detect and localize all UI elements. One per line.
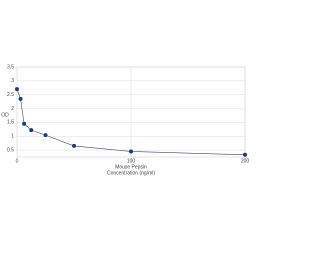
y-axis-label: OD — [1, 112, 9, 118]
y-tick-label: 0.5 — [7, 147, 14, 153]
data-point — [129, 149, 133, 154]
curve — [16, 89, 246, 156]
y-tick-label: 2.5 — [7, 92, 14, 98]
x-tick-label: 100 — [127, 158, 136, 164]
y-tick-label: 2 — [11, 106, 14, 112]
data-point — [43, 133, 48, 138]
data-point — [243, 152, 247, 157]
x-tick-label: 200 — [241, 158, 250, 164]
chart: OD Mouse Pepsin Concentration (ng/ml) 0.… — [1, 64, 250, 176]
y-tick-label: 3.5 — [7, 64, 14, 70]
data-point — [72, 143, 76, 148]
data-point — [15, 87, 19, 92]
x-axis-label: Concentration (ng/ml) — [107, 170, 155, 176]
y-tick-label: 3 — [11, 78, 14, 84]
x-axis-label: Mouse Pepsin — [115, 164, 147, 170]
y-tick-label: 1.5 — [7, 120, 14, 126]
data-point — [18, 96, 23, 101]
x-tick-label: 0 — [16, 158, 19, 164]
y-tick-label: 1 — [11, 134, 14, 140]
data-point — [29, 128, 34, 133]
data-point — [22, 121, 27, 126]
